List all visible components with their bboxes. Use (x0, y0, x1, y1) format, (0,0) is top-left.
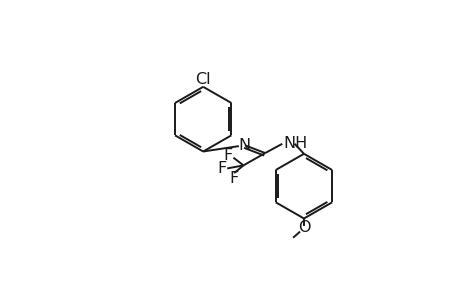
Text: O: O (297, 220, 309, 235)
Text: NH: NH (283, 136, 308, 151)
Text: F: F (223, 148, 232, 163)
Text: Cl: Cl (195, 72, 211, 87)
Text: F: F (229, 171, 238, 186)
Text: N: N (238, 138, 250, 153)
Text: F: F (217, 161, 226, 176)
